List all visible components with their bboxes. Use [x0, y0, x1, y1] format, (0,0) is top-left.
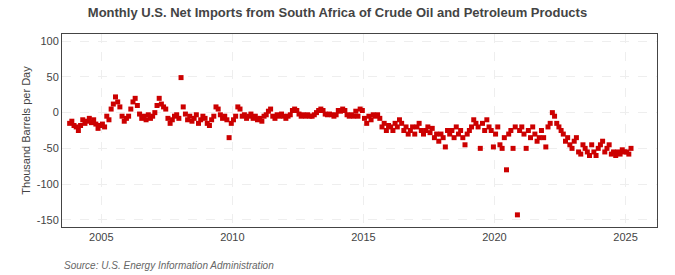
svg-text:2005: 2005 — [89, 231, 113, 243]
svg-text:Monthly U.S. Net Imports from: Monthly U.S. Net Imports from South Afri… — [88, 5, 587, 20]
svg-text:2010: 2010 — [220, 231, 244, 243]
svg-text:Source: U.S. Energy Informatio: Source: U.S. Energy Information Administ… — [64, 260, 274, 271]
svg-text:2025: 2025 — [613, 231, 637, 243]
svg-text:-100: -100 — [37, 178, 59, 190]
svg-text:2020: 2020 — [482, 231, 506, 243]
svg-text:2015: 2015 — [351, 231, 375, 243]
svg-text:50: 50 — [47, 71, 59, 83]
svg-text:100: 100 — [40, 35, 58, 47]
svg-text:-50: -50 — [43, 142, 59, 154]
svg-text:-150: -150 — [37, 214, 59, 226]
svg-text:0: 0 — [53, 106, 59, 118]
svg-text:Thousand Barrels per Day: Thousand Barrels per Day — [20, 66, 32, 195]
